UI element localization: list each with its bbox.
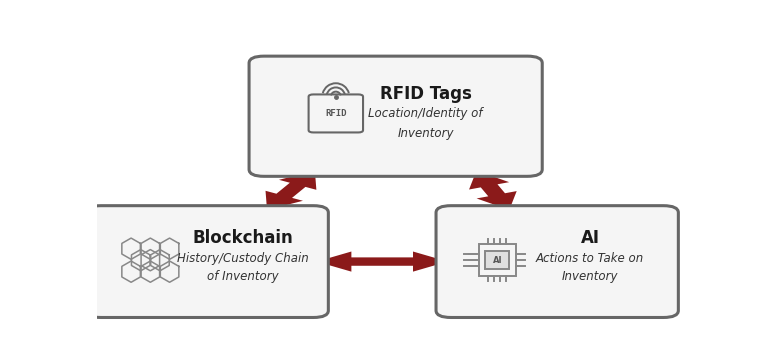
Text: of Inventory: of Inventory [207,270,279,284]
Text: Actions to Take on: Actions to Take on [536,252,644,265]
FancyBboxPatch shape [436,206,679,318]
Text: AI: AI [581,229,600,247]
Text: Blockchain: Blockchain [193,229,293,247]
Polygon shape [317,252,448,272]
Text: RFID: RFID [325,109,347,118]
Text: Location/Identity of: Location/Identity of [368,107,482,120]
FancyBboxPatch shape [486,251,510,269]
FancyBboxPatch shape [86,206,328,318]
Text: History/Custody Chain: History/Custody Chain [178,252,309,265]
FancyBboxPatch shape [479,244,516,276]
Text: RFID Tags: RFID Tags [380,85,472,103]
Text: Inventory: Inventory [398,126,454,139]
Text: Inventory: Inventory [562,270,618,284]
FancyBboxPatch shape [249,56,542,176]
Polygon shape [469,171,516,210]
Polygon shape [266,171,317,210]
Text: AI: AI [493,256,502,265]
FancyBboxPatch shape [309,94,363,132]
